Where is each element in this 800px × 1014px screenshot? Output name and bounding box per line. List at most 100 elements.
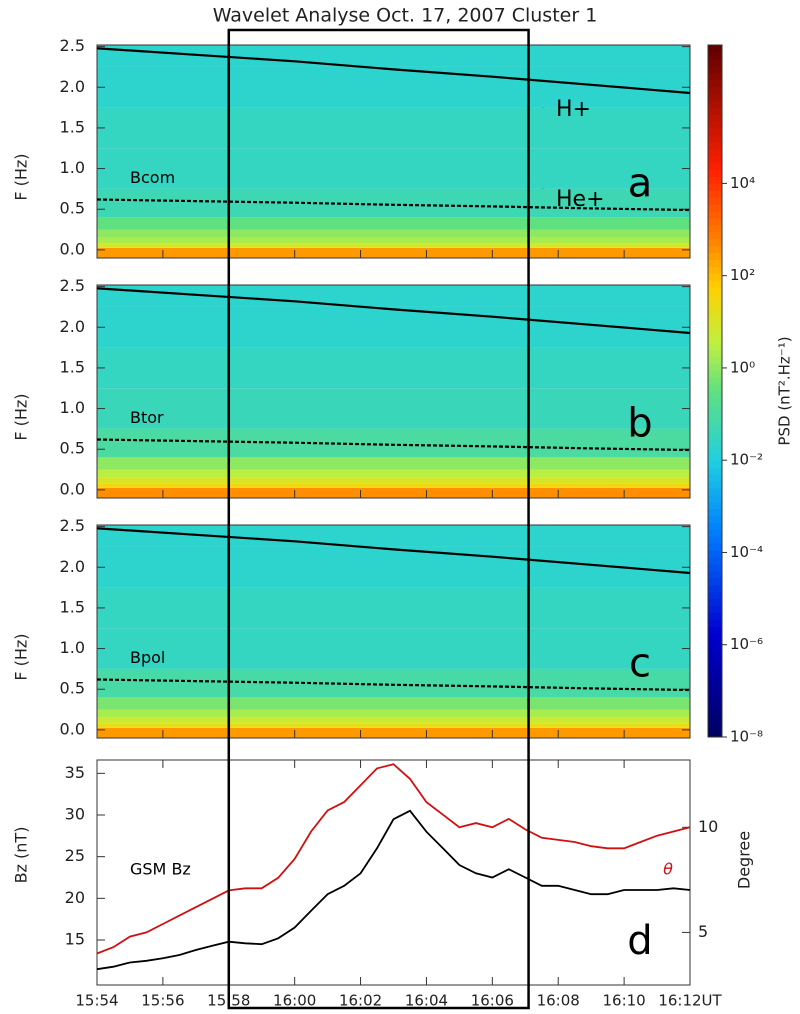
colorbar-segment <box>708 183 722 191</box>
y-tick-label: 2.0 <box>60 317 85 336</box>
colorbar-segment <box>708 79 722 88</box>
y-tick-label: 1.5 <box>60 117 85 136</box>
colorbar-segment <box>708 453 722 461</box>
psd-band <box>97 727 690 738</box>
y-tick-label: 0.0 <box>60 719 85 738</box>
y-tick-label: 0.0 <box>60 239 85 258</box>
colorbar-segment <box>708 58 722 67</box>
y-tick-label: 2.0 <box>60 557 85 576</box>
psd-band <box>97 247 690 258</box>
colorbar-segment <box>708 591 722 600</box>
colorbar-segment <box>708 162 722 171</box>
psd-band <box>97 457 690 470</box>
y-tick-label: 25 <box>65 846 85 865</box>
colorbar-segment <box>708 114 722 122</box>
colorbar-segment <box>708 557 722 565</box>
y2-tick-label: 10 <box>698 817 718 836</box>
psd-band <box>97 217 690 230</box>
colorbar-segment <box>708 688 722 696</box>
colorbar-segment <box>708 501 722 510</box>
colorbar-segment <box>708 349 722 357</box>
x-tick-label: 16:12UT <box>658 992 722 1010</box>
colorbar-segment <box>708 245 722 254</box>
x-tick-label: 16:02 <box>339 992 382 1010</box>
colorbar-segment <box>708 425 722 434</box>
series-name: θ <box>663 860 673 879</box>
panel-letter: a <box>628 161 653 207</box>
colorbar-segment <box>708 321 722 330</box>
colorbar-segment <box>708 266 722 274</box>
colorbar-segment <box>708 197 722 205</box>
panel-letter: d <box>627 918 652 964</box>
colorbar-segment <box>708 647 722 655</box>
colorbar-segment <box>708 460 722 468</box>
colorbar-segment <box>708 577 722 586</box>
colorbar-segment <box>708 280 722 288</box>
colorbar-segment <box>708 211 722 219</box>
y-tick-label: 1.0 <box>60 638 85 657</box>
series-line <box>96 809 691 971</box>
colorbar-segment <box>708 51 722 60</box>
colorbar-tick-label: 10⁻⁸ <box>730 728 763 746</box>
y-axis-label: Bz (nT) <box>12 827 31 884</box>
colorbar-segment <box>708 218 722 226</box>
colorbar-segment <box>708 314 722 323</box>
colorbar-segment <box>708 86 722 94</box>
colorbar-segment <box>708 238 722 247</box>
colorbar-segment <box>708 536 722 544</box>
psd-band <box>97 469 690 478</box>
panel-letter: c <box>629 641 651 687</box>
y2-tick-label: 5 <box>698 922 708 941</box>
y2-axis-label: Degree <box>735 831 754 889</box>
psd-band <box>97 229 690 238</box>
colorbar-tick-label: 10⁻² <box>730 451 763 469</box>
psd-band <box>97 709 690 718</box>
colorbar-segment <box>708 224 722 233</box>
psd-band <box>97 628 690 669</box>
x-tick-label: 15:56 <box>141 992 184 1010</box>
y-tick-label: 1.5 <box>60 597 85 616</box>
colorbar-segment <box>708 681 722 690</box>
colorbar-segment <box>708 93 722 101</box>
panel-frame <box>96 284 691 499</box>
y-tick-label: 1.0 <box>60 158 85 177</box>
y-tick-label: 2.5 <box>60 516 85 535</box>
line-annotation: H+ <box>556 97 591 122</box>
colorbar-segment <box>708 397 722 406</box>
psd-band <box>97 546 690 588</box>
colorbar-segment <box>708 446 722 454</box>
colorbar-segment <box>708 273 722 281</box>
colorbar-segment <box>708 619 722 627</box>
y-tick-label: 0.5 <box>60 199 85 218</box>
x-tick-label: 16:06 <box>471 992 514 1010</box>
colorbar-segment <box>708 169 722 177</box>
psd-band <box>97 487 690 498</box>
psd-band <box>97 388 690 429</box>
colorbar-segment <box>708 107 722 115</box>
psd-band <box>97 723 690 728</box>
colorbar-segment <box>708 487 722 496</box>
colorbar-segment <box>708 605 722 613</box>
x-tick-label: 16:04 <box>405 992 448 1010</box>
y-axis-label: F (Hz) <box>12 393 31 440</box>
colorbar-segment <box>708 363 722 371</box>
y-tick-label: 2.5 <box>60 36 85 55</box>
colorbar-frame <box>707 44 723 738</box>
x-tick-label: 16:08 <box>537 992 580 1010</box>
highlight-box <box>227 28 530 1010</box>
colorbar-segment <box>708 709 722 717</box>
colorbar-segment <box>708 190 722 198</box>
colorbar-segment <box>708 432 722 440</box>
frequency-line <box>96 198 691 212</box>
colorbar-segment <box>708 100 722 108</box>
colorbar-segment <box>708 543 722 551</box>
colorbar-segment <box>708 660 722 669</box>
colorbar-segment <box>708 384 722 392</box>
frequency-line <box>96 527 691 575</box>
frequency-line <box>96 47 691 95</box>
figure-title: Wavelet Analyse Oct. 17, 2007 Cluster 1 <box>213 5 598 27</box>
colorbar-tick-label: 10⁰ <box>730 358 755 376</box>
colorbar-segment <box>708 252 722 261</box>
colorbar-segment <box>708 598 722 607</box>
psd-band <box>97 66 690 108</box>
